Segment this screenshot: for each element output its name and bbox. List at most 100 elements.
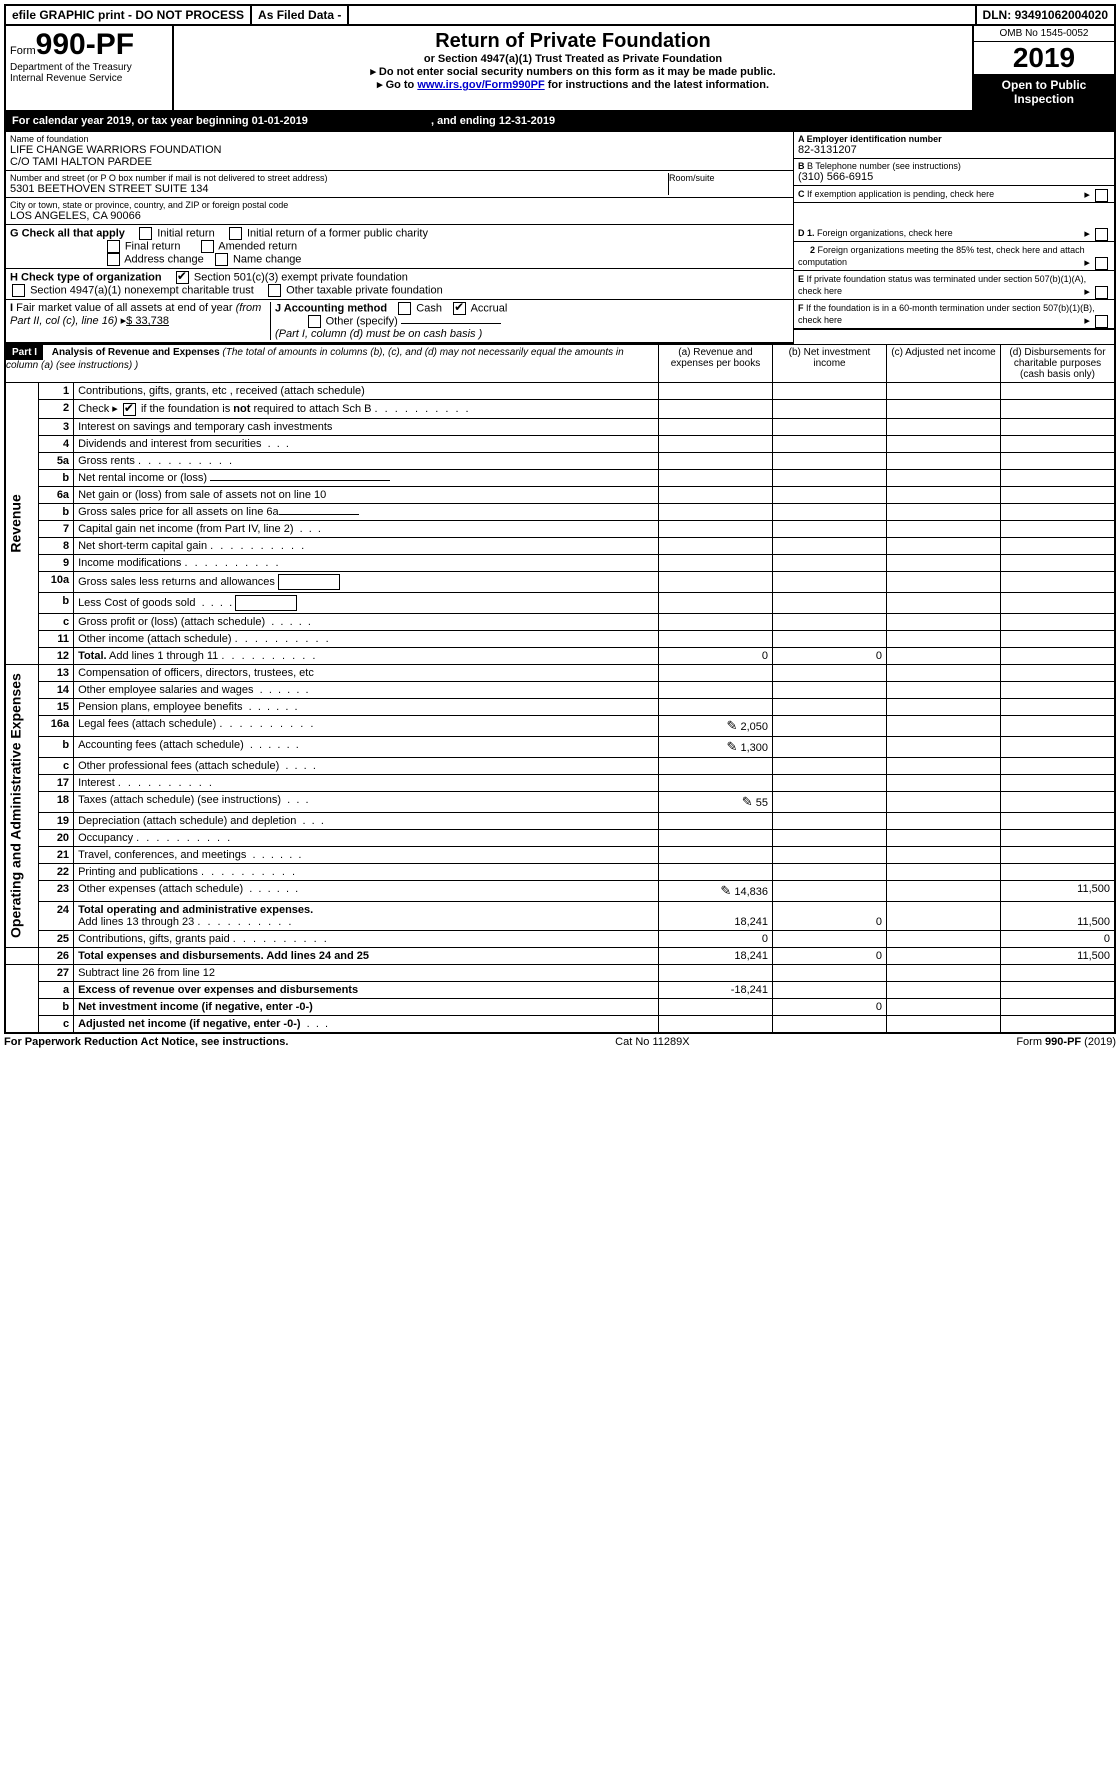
h3-label: Other taxable private foundation [286,284,443,296]
instructions-line: ▸ Go to www.irs.gov/Form990PF for instru… [178,78,968,91]
year-box: OMB No 1545-0052 2019 Open to Public Ins… [974,26,1114,110]
h-label: H Check type of organization [10,271,162,283]
part1-badge: Part I [6,345,43,360]
g-row: G Check all that apply Initial return In… [6,225,793,269]
total-op-b: 0 [773,901,887,930]
form-title: Return of Private Foundation [178,30,968,53]
ein-label: A Employer identification number [798,134,1110,144]
c-checkbox[interactable] [1095,189,1108,202]
pencil-icon[interactable]: ✎ [727,718,738,733]
part1-title: Analysis of Revenue and Expenses [52,347,220,358]
pencil-icon[interactable]: ✎ [727,739,738,754]
row-5b: Net rental income or (loss) [74,469,659,486]
total-exp-d: 11,500 [1001,947,1116,964]
contrib-d: 0 [1001,930,1116,947]
4947-checkbox[interactable] [12,284,25,297]
row-9: Income modifications [74,554,659,571]
schb-checkbox[interactable] [123,403,136,416]
top-bar: efile GRAPHIC print - DO NOT PROCESS As … [4,4,1116,26]
501c3-checkbox[interactable] [176,271,189,284]
row-27b: Net investment income (if negative, ente… [74,998,659,1015]
dln-label: DLN: [983,8,1012,22]
form-subtitle: or Section 4947(a)(1) Trust Treated as P… [178,53,968,65]
row-6b: Gross sales price for all assets on line… [74,503,659,520]
pencil-icon[interactable]: ✎ [742,794,753,809]
spacer [349,6,976,24]
other-taxable-checkbox[interactable] [268,284,281,297]
pencil-icon[interactable]: ✎ [720,883,731,898]
accrual-checkbox[interactable] [453,302,466,315]
final-return-checkbox[interactable] [107,240,120,253]
other-exp-a: 14,836 [734,886,768,898]
d1-box: D 1. Foreign organizations, check here ▸ [794,225,1114,242]
accounting-fees: 1,300 [740,742,768,754]
c-label: C If exemption application is pending, c… [798,189,994,199]
dln: DLN: 93491062004020 [977,6,1114,24]
row-11: Other income (attach schedule) [74,630,659,647]
row-12: Total. Add lines 1 through 11 [74,647,659,664]
g3-label: Final return [125,240,181,252]
d1-checkbox[interactable] [1095,228,1108,241]
j-other: Other (specify) [326,315,398,327]
row-3: Interest on savings and temporary cash i… [74,418,659,435]
form-id-box: Form990-PF Department of the Treasury In… [6,26,174,110]
row-8: Net short-term capital gain [74,537,659,554]
row-22: Printing and publications [74,863,659,880]
address-change-checkbox[interactable] [107,253,120,266]
phone-label: B B Telephone number (see instructions) [798,161,1110,171]
row-16a: Legal fees (attach schedule) [74,715,659,736]
row-10a: Gross sales less returns and allowances [74,571,659,592]
irs-link[interactable]: www.irs.gov/Form990PF [417,79,544,91]
fmv-value: $ 33,738 [126,315,169,327]
g6-label: Name change [233,253,302,265]
e-checkbox[interactable] [1095,286,1108,299]
row-27: Subtract line 26 from line 12 [74,964,659,981]
g-label: G Check all that apply [10,227,125,239]
row-13: Compensation of officers, directors, tru… [74,664,659,681]
row-18: Taxes (attach schedule) (see instruction… [74,791,659,812]
open-public-badge: Open to Public Inspection [974,74,1114,110]
col-a-header: (a) Revenue and expenses per books [659,345,773,383]
identity-block: Name of foundation LIFE CHANGE WARRIORS … [4,132,1116,225]
row-4: Dividends and interest from securities .… [74,435,659,452]
other-method-checkbox[interactable] [308,315,321,328]
part1-header-row: Part I Analysis of Revenue and Expenses … [5,345,1115,383]
as-filed: As Filed Data - [252,6,349,24]
ending-label: , and ending [431,115,499,127]
d2-checkbox[interactable] [1095,257,1108,270]
amended-return-checkbox[interactable] [201,240,214,253]
street-address: 5301 BEETHOVEN STREET SUITE 134 [10,183,668,195]
row-16c: Other professional fees (attach schedule… [74,757,659,774]
f-box: F If the foundation is in a 60-month ter… [794,300,1114,330]
name-change-checkbox[interactable] [215,253,228,266]
footer-left: For Paperwork Reduction Act Notice, see … [4,1036,288,1048]
e-box: E If private foundation status was termi… [794,271,1114,300]
g2-label: Initial return of a former public charit… [247,227,428,239]
row-14: Other employee salaries and wages . . . … [74,681,659,698]
ein-value: 82-3131207 [798,144,1110,156]
net-inv-b: 0 [773,998,887,1015]
row-2: Check ▸ if the foundation is not require… [74,400,659,419]
exemption-box: C If exemption application is pending, c… [794,186,1114,203]
omb-number: OMB No 1545-0052 [974,26,1114,42]
form-label: Form [10,45,36,57]
row-24: Total operating and administrative expen… [74,901,659,930]
foundation-name: LIFE CHANGE WARRIORS FOUNDATION [10,144,789,156]
row-16b: Accounting fees (attach schedule) . . . … [74,736,659,757]
form-header: Form990-PF Department of the Treasury In… [4,26,1116,112]
cal-year-start: For calendar year 2019, or tax year begi… [12,115,308,127]
f-checkbox[interactable] [1095,315,1108,328]
phone-value: (310) 566-6915 [798,171,1110,183]
revenue-label: Revenue [5,383,39,665]
row-6a: Net gain or (loss) from sale of assets n… [74,486,659,503]
initial-return-checkbox[interactable] [139,227,152,240]
expenses-label: Operating and Administrative Expenses [5,664,39,947]
foundation-co: C/O TAMI HALTON PARDEE [10,156,789,168]
total-op-d: 11,500 [1001,901,1116,930]
former-charity-checkbox[interactable] [229,227,242,240]
cash-checkbox[interactable] [398,302,411,315]
efile-notice: efile GRAPHIC print - DO NOT PROCESS [6,6,252,24]
total-rev-b: 0 [773,647,887,664]
j-label: J Accounting method [275,302,387,314]
j-accrual: Accrual [471,302,508,314]
